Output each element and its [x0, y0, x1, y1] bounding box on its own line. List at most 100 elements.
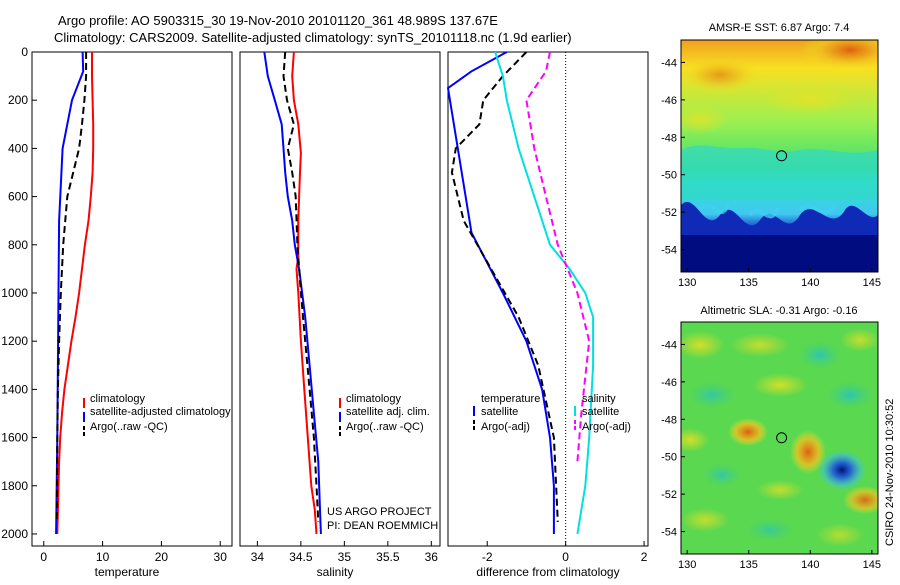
y-tick-label: 400 [8, 141, 28, 155]
y-tick-label: 600 [8, 190, 28, 204]
series-line-climatology [291, 51, 318, 535]
figure-title-line1: Argo profile: AO 5903315_30 19-Nov-2010 … [58, 13, 498, 28]
y-tick-label: 1600 [1, 431, 28, 445]
y-tick-label: 0 [21, 45, 28, 59]
legend-label-sal-argo: Argo(-adj) [582, 421, 631, 433]
temperature-panel: 0 200 400 600 800 1000 1200 1400 1600 1800 2000 0 1… [1, 45, 233, 579]
y-tick-label: 1000 [1, 286, 28, 300]
x-tick-label: 20 [155, 550, 169, 564]
salinity-axes-frame [239, 51, 441, 547]
map-y-tick-label: -44 [661, 339, 677, 351]
temperature-legend: climatology satellite-adjusted climatolo… [83, 393, 231, 436]
map-x-tick-label: 130 [678, 277, 696, 289]
temperature-x-axis: 0 10 20 30 [40, 541, 227, 564]
map-y-tick-label: -48 [661, 132, 677, 144]
legend-heading-salinity: salinity [582, 393, 616, 405]
temperature-series [55, 51, 95, 535]
map-x-tick-label: 135 [740, 559, 758, 571]
map-y-tick-label: -50 [661, 452, 677, 464]
figure-title-line2: Climatology: CARS2009. Satellite-adjuste… [54, 30, 572, 45]
series-line-satellite-adj-clim [263, 51, 322, 535]
series-line-climatology [56, 52, 95, 535]
y-tick-label: 200 [8, 93, 28, 107]
sla-map-panel: Altimetric SLA: -0.31 Argo: -0.16 130 135… [661, 305, 881, 571]
series-line-temperature-argo-adj [450, 51, 559, 522]
y-tick-label: 2000 [1, 527, 28, 541]
salinity-panel: 34 34.5 35 35.5 36 salinity climatology sate… [239, 51, 441, 579]
legend-label-satellite: satellite-adjusted climatology [90, 406, 231, 418]
series-line-argo-raw-qc [55, 52, 88, 522]
map-x-tick-label: 135 [740, 277, 758, 289]
difference-legend-salinity: salinity satellite Argo(-adj) [574, 393, 631, 433]
legend-heading-temperature: temperature [481, 393, 540, 405]
map-y-tick-label: -44 [661, 57, 677, 69]
x-tick-label: 2 [641, 550, 648, 564]
x-tick-label: 36 [425, 550, 439, 564]
x-tick-label: 30 [214, 550, 228, 564]
legend-label-argo: Argo(..raw -QC) [346, 421, 424, 433]
difference-x-axis: -2 0 2 [482, 541, 648, 564]
sla-map-title: Altimetric SLA: -0.31 Argo: -0.16 [700, 305, 857, 317]
x-tick-label: 0 [40, 550, 47, 564]
x-tick-label: -2 [482, 550, 493, 564]
temperature-axes-frame [31, 51, 233, 547]
series-line-salinity-satellite [494, 51, 595, 535]
map-x-tick-label: 145 [863, 277, 881, 289]
difference-panel: -2 0 2 difference from climatology tempera… [446, 51, 649, 579]
x-tick-label: 34.5 [289, 550, 313, 564]
series-line-temperature-satellite [446, 51, 555, 534]
difference-series [446, 51, 595, 535]
difference-axes-frame [447, 51, 649, 547]
map-y-tick-label: -50 [661, 170, 677, 182]
map-x-tick-label: 140 [801, 277, 819, 289]
sst-map-frame [680, 39, 879, 273]
map-x-tick-label: 140 [801, 559, 819, 571]
map-y-tick-label: -48 [661, 414, 677, 426]
salinity-xlabel: salinity [317, 565, 354, 579]
salinity-legend: climatology satellite adj. clim. Argo(..… [339, 393, 430, 436]
map-x-tick-label: 145 [863, 559, 881, 571]
legend-label-climatology: climatology [90, 393, 146, 405]
map-y-tick-label: -46 [661, 95, 677, 107]
legend-label-sal-satellite: satellite [582, 406, 619, 418]
map-y-tick-label: -46 [661, 377, 677, 389]
project-annotation: US ARGO PROJECT [327, 506, 432, 518]
difference-xlabel: difference from climatology [476, 565, 619, 579]
sst-map-title: AMSR-E SST: 6.87 Argo: 7.4 [709, 22, 850, 34]
map-y-tick-label: -54 [661, 245, 677, 257]
series-line-argo-raw-qc [282, 51, 320, 522]
y-tick-label: 1400 [1, 382, 28, 396]
series-line-salinity-argo-adj [525, 51, 591, 462]
depth-axis: 0 200 400 600 800 1000 1200 1400 1600 1800 2000 [1, 45, 37, 541]
argo-float-location-marker [776, 432, 788, 444]
sla-map-frame [680, 321, 879, 555]
salinity-series [263, 51, 322, 535]
x-tick-label: 34 [251, 550, 265, 564]
legend-label-climatology: climatology [346, 393, 402, 405]
sla-heatmap [681, 322, 878, 554]
x-tick-label: 35.5 [376, 550, 400, 564]
map-y-tick-label: -52 [661, 207, 677, 219]
pi-annotation: PI: DEAN ROEMMICH [327, 520, 438, 532]
y-tick-label: 1800 [1, 479, 28, 493]
legend-label-temp-satellite: satellite [481, 406, 518, 418]
x-tick-label: 10 [96, 550, 110, 564]
map-x-tick-label: 130 [678, 559, 696, 571]
sst-map-panel: AMSR-E SST: 6.87 Argo: 7.4 130 135 140 145 -… [661, 22, 881, 289]
legend-label-argo: Argo(..raw -QC) [90, 421, 168, 433]
legend-label-satellite: satellite adj. clim. [346, 406, 430, 418]
csiro-timestamp: CSIRO 24-Nov-2010 10:30:52 [884, 399, 896, 546]
x-tick-label: 0 [562, 550, 569, 564]
sst-map-axes: 130 135 140 145 -44 -46 -48 -50 -52 -54 [661, 57, 881, 289]
y-tick-label: 1200 [1, 334, 28, 348]
sst-heatmap [681, 40, 878, 272]
temperature-xlabel: temperature [95, 565, 160, 579]
sla-map-axes: 130 135 140 145 -44 -46 -48 -50 -52 -54 [661, 339, 881, 571]
argo-float-location-marker [776, 150, 788, 162]
legend-label-temp-argo: Argo(-adj) [481, 421, 530, 433]
y-tick-label: 800 [8, 238, 28, 252]
salinity-x-axis: 34 34.5 35 35.5 36 [251, 541, 439, 564]
map-y-tick-label: -52 [661, 489, 677, 501]
x-tick-label: 35 [338, 550, 352, 564]
